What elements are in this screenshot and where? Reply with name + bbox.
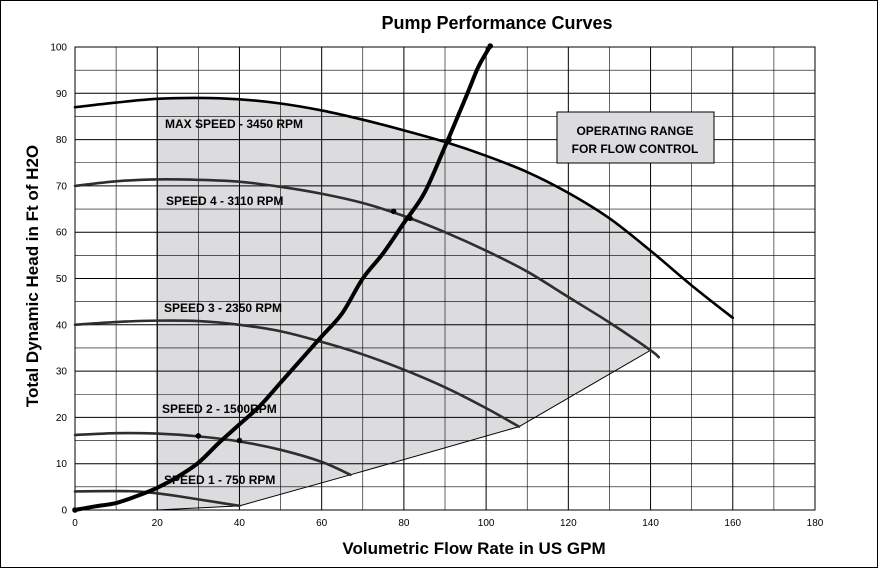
y-tick-label: 80	[56, 135, 68, 146]
x-tick-label: 40	[234, 518, 246, 529]
data-point-marker	[236, 437, 243, 444]
x-tick-label: 80	[398, 518, 410, 529]
label-speed-3: SPEED 3 - 2350 RPM	[164, 301, 282, 315]
y-tick-label: 40	[56, 320, 68, 331]
y-tick-label: 60	[56, 228, 68, 239]
operating-range-box: OPERATING RANGE FOR FLOW CONTROL	[556, 111, 715, 164]
x-tick-label: 60	[316, 518, 328, 529]
operating-range-label-1: OPERATING RANGE	[576, 124, 693, 138]
x-tick-label: 160	[724, 518, 741, 529]
label-speed-2: SPEED 2 - 1500RPM	[162, 402, 277, 416]
plot-area-border	[74, 46, 816, 511]
x-tick-label: 140	[642, 518, 659, 529]
x-tick-label: 120	[560, 518, 577, 529]
y-tick-label: 70	[56, 181, 68, 192]
y-tick-label: 20	[56, 413, 68, 424]
operating-range-box-rect	[556, 111, 715, 164]
label-speed-1: SPEED 1 - 750 RPM	[164, 473, 275, 487]
curve-max-speed	[73, 96, 735, 320]
x-tick-label: 100	[478, 518, 495, 529]
data-point-marker	[407, 215, 413, 222]
data-point-marker	[446, 136, 452, 143]
x-tick-label: 0	[72, 518, 78, 529]
y-tick-label: 90	[56, 89, 68, 100]
curve-speed-4	[73, 178, 661, 359]
operating-range-label-2: FOR FLOW CONTROL	[572, 142, 699, 156]
y-tick-label: 30	[56, 367, 68, 378]
data-point-marker	[195, 433, 202, 439]
x-tick-label: 20	[152, 518, 164, 529]
y-tick-label: 10	[56, 459, 68, 470]
curve-speed-2	[73, 431, 352, 477]
x-axis-label: Volumetric Flow Rate in US GPM	[342, 539, 605, 558]
y-tick-label: 100	[50, 43, 67, 54]
data-point-marker	[487, 43, 494, 49]
data-point-marker	[72, 507, 78, 513]
curve-speed-3	[73, 319, 521, 428]
y-tick-label: 0	[61, 506, 67, 517]
label-speed-4: SPEED 4 - 3110 RPM	[166, 194, 283, 208]
y-tick-label: 50	[56, 274, 68, 285]
x-tick-label: 180	[807, 518, 824, 529]
y-axis-label: Total Dynamic Head in Ft of H2O	[23, 145, 42, 407]
data-point-marker	[390, 208, 397, 215]
chart-title: Pump Performance Curves	[381, 13, 612, 33]
curve-speed-1	[73, 489, 241, 508]
label-max-speed: MAX SPEED - 3450 RPM	[165, 117, 303, 131]
system-curve	[73, 44, 493, 512]
